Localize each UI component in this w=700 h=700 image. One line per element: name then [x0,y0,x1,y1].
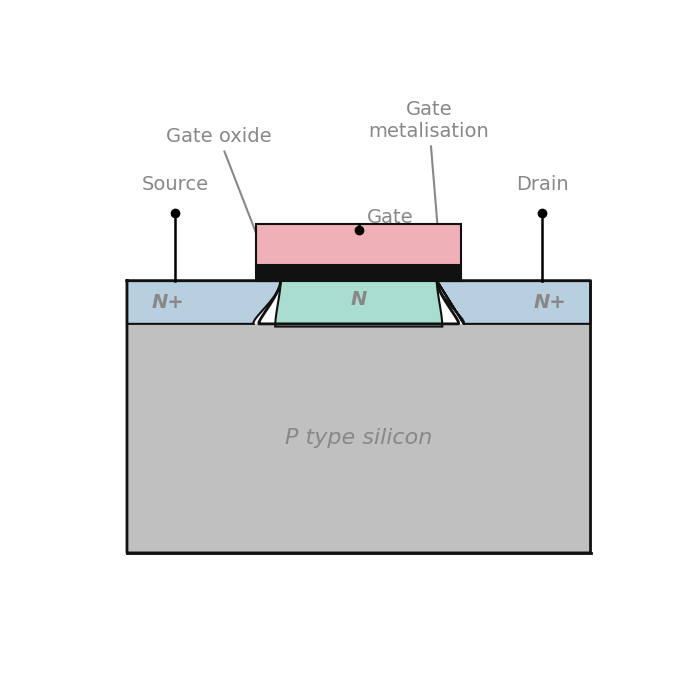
Polygon shape [437,281,591,324]
Text: P type silicon: P type silicon [285,428,433,449]
Text: N+: N+ [533,293,566,312]
Bar [256,224,461,265]
Bar [256,265,461,281]
Text: Source: Source [142,176,209,195]
Polygon shape [275,281,442,326]
Text: Gate oxide: Gate oxide [166,127,272,271]
Text: Gate: Gate [367,208,414,227]
Text: N: N [351,290,367,309]
Text: N+: N+ [151,293,184,312]
Text: Drain: Drain [516,176,568,195]
Text: Gate
metalisation: Gate metalisation [368,99,489,246]
Polygon shape [127,281,281,324]
Bar [127,324,591,553]
